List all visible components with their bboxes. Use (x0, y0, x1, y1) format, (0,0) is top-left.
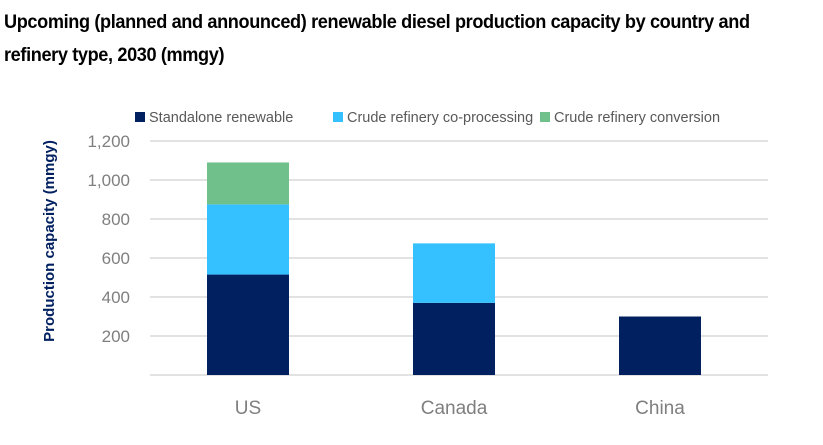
chart-title: Upcoming (planned and announced) renewab… (4, 11, 750, 66)
y-tick-label: 800 (102, 210, 130, 229)
legend-marker (333, 112, 343, 122)
x-tick-label: US (235, 398, 261, 419)
legend-label: Crude refinery co-processing (347, 110, 533, 126)
y-tick-label: 1,200 (87, 132, 130, 151)
legend-label: Crude refinery conversion (554, 110, 720, 126)
bar-segment (207, 162, 289, 205)
y-tick-label: 200 (102, 327, 130, 346)
y-tick-label: 1,000 (87, 171, 130, 190)
y-axis-ticks: 200 400 600 800 1,000 1,200 (87, 132, 130, 346)
legend-marker (540, 112, 550, 122)
y-axis-label: Production capacity (mmgy) (41, 140, 58, 342)
bar-segment (413, 302, 495, 375)
legend-marker (135, 112, 145, 122)
bar-segment (413, 243, 495, 303)
bar-segment (207, 204, 289, 275)
legend: Standalone renewable Crude refinery co-pr… (135, 110, 720, 126)
y-tick-label: 600 (102, 249, 130, 268)
x-tick-label: China (635, 398, 685, 419)
bars (207, 162, 701, 375)
bar-segment (619, 316, 701, 375)
bar-segment (207, 274, 289, 375)
legend-label: Standalone renewable (149, 110, 293, 126)
x-axis-labels: US Canada China (235, 398, 685, 419)
x-tick-label: Canada (421, 398, 488, 419)
y-tick-label: 400 (102, 288, 130, 307)
